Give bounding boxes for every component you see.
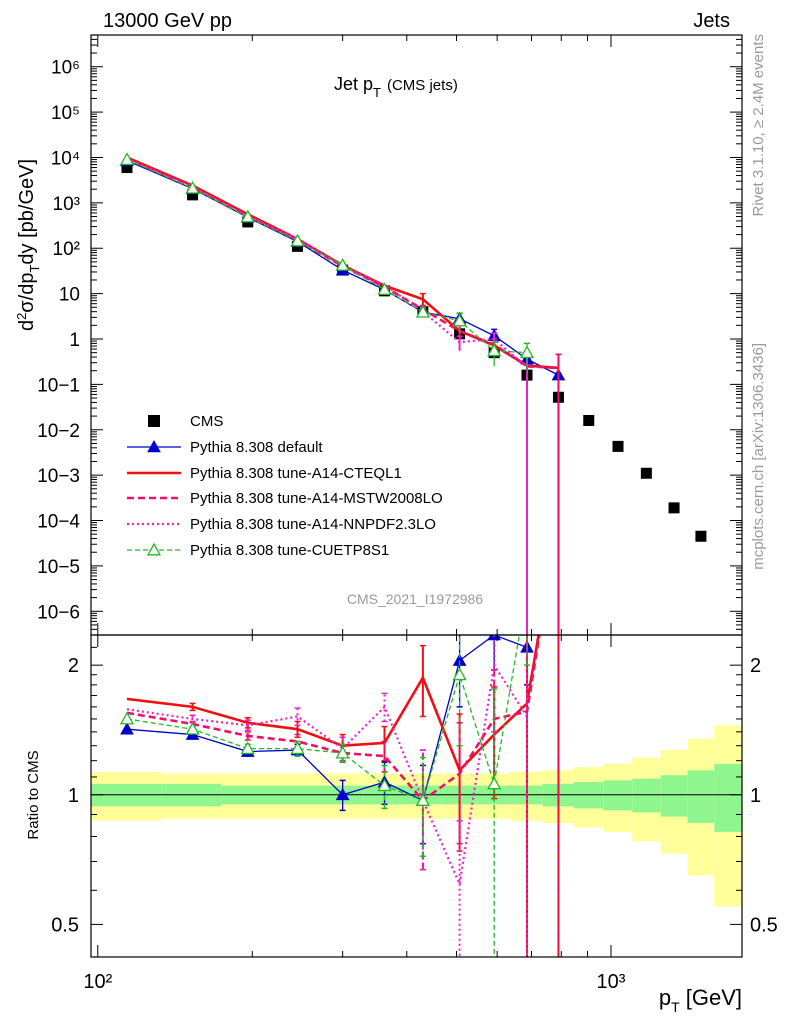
cms-data-point xyxy=(121,162,133,174)
ratio-y-tick-label-right: 0.5 xyxy=(750,914,778,936)
x-tick-label: 10³ xyxy=(597,971,626,993)
analysis-id: CMS_2021_I1972986 xyxy=(347,591,483,607)
ratio-point xyxy=(120,722,134,735)
ratio-point xyxy=(335,745,350,759)
main-point xyxy=(487,343,502,357)
ratio-band-inner xyxy=(632,778,661,813)
y-tick-label: 10⁶ xyxy=(51,58,80,79)
mcplots-label: mcplots.cern.ch [arXiv:1306.3436] xyxy=(750,343,767,570)
y-tick-label: 10 xyxy=(59,285,80,306)
y-tick-label: 10² xyxy=(53,239,80,260)
main-point xyxy=(185,180,200,194)
cms-data-point xyxy=(187,189,199,201)
y-tick-label: 10−4 xyxy=(37,512,80,533)
ratio-point xyxy=(335,787,350,801)
ratio-series-line xyxy=(126,635,528,802)
header-left: 13000 GeV pp xyxy=(103,10,232,32)
ratio-point xyxy=(290,741,305,755)
ratio-y-tick-label-right: 2 xyxy=(750,655,761,677)
main-ylabel: d2σ/dpTdy [pb/GeV] xyxy=(14,159,42,331)
y-tick-label: 1 xyxy=(69,330,80,351)
y-tick-label: 10−5 xyxy=(37,557,80,578)
y-tick-label: 10⁵ xyxy=(51,103,80,124)
cms-data-point xyxy=(612,440,624,452)
ratio-point xyxy=(119,711,135,725)
legend-label: CMS xyxy=(190,413,223,430)
ratio-frame xyxy=(90,634,743,958)
main-series-line xyxy=(126,157,528,368)
cms-data-point xyxy=(640,467,652,479)
ratio-point xyxy=(487,776,502,790)
ratio-point xyxy=(452,667,467,681)
legend-label: Pythia 8.308 default xyxy=(190,439,323,456)
ratio-point xyxy=(415,793,430,806)
main-point xyxy=(335,257,350,271)
legend-marker xyxy=(147,439,161,453)
ratio-band-inner xyxy=(603,780,633,811)
main-series-line xyxy=(126,158,528,354)
main-point xyxy=(415,304,430,318)
ratio-point xyxy=(240,741,255,755)
ratio-band-inner xyxy=(714,763,742,832)
cms-data-point xyxy=(668,502,680,514)
main-point xyxy=(519,345,535,359)
legend-label: Pythia 8.308 tune-A14-NNPDF2.3LO xyxy=(190,516,436,533)
ratio-band-inner xyxy=(687,770,715,823)
legend-marker xyxy=(146,542,162,556)
plot-title: Jet pT (CMS jets) xyxy=(334,74,458,100)
ratio-y-tick-label-left: 0.5 xyxy=(51,914,79,936)
y-tick-label: 10−6 xyxy=(37,602,80,623)
x-tick-label: 10² xyxy=(83,971,112,993)
y-tick-label: 10−1 xyxy=(37,375,80,396)
xlabel: pT [GeV] xyxy=(659,985,742,1015)
ratio-ylabel: Ratio to CMS xyxy=(25,750,42,839)
legend-label: Pythia 8.308 tune-A14-CTEQL1 xyxy=(190,465,402,482)
header-right: Jets xyxy=(693,10,730,32)
ratio-band-inner xyxy=(660,775,688,817)
y-tick-label: 10⁴ xyxy=(51,148,80,169)
main-frame xyxy=(90,34,743,636)
y-tick-label: 10−3 xyxy=(37,466,80,487)
rivet-label: Rivet 3.1.10, ≥ 2.4M events xyxy=(750,34,767,217)
ratio-y-tick-label-left: 2 xyxy=(68,655,79,677)
cms-data-point xyxy=(695,530,707,542)
y-tick-label: 10³ xyxy=(53,194,80,215)
cms-data-point xyxy=(583,414,595,426)
y-tick-label: 10−2 xyxy=(37,421,80,442)
main-point xyxy=(119,152,135,166)
legend-marker-cms xyxy=(148,415,160,427)
ratio-y-tick-label-right: 1 xyxy=(750,785,761,807)
main-point xyxy=(377,282,392,295)
main-point xyxy=(240,209,255,223)
ratio-point xyxy=(185,721,200,735)
legend-label: Pythia 8.308 tune-CUETP8S1 xyxy=(190,542,389,559)
ratio-y-tick-label-left: 1 xyxy=(68,785,79,807)
ratio-point xyxy=(377,778,392,792)
ratio-series-line xyxy=(126,635,520,802)
main-point xyxy=(290,233,305,247)
main-point xyxy=(452,313,467,327)
ratio-series-line xyxy=(126,662,528,889)
legend-label: Pythia 8.308 tune-A14-MSTW2008LO xyxy=(190,490,443,507)
